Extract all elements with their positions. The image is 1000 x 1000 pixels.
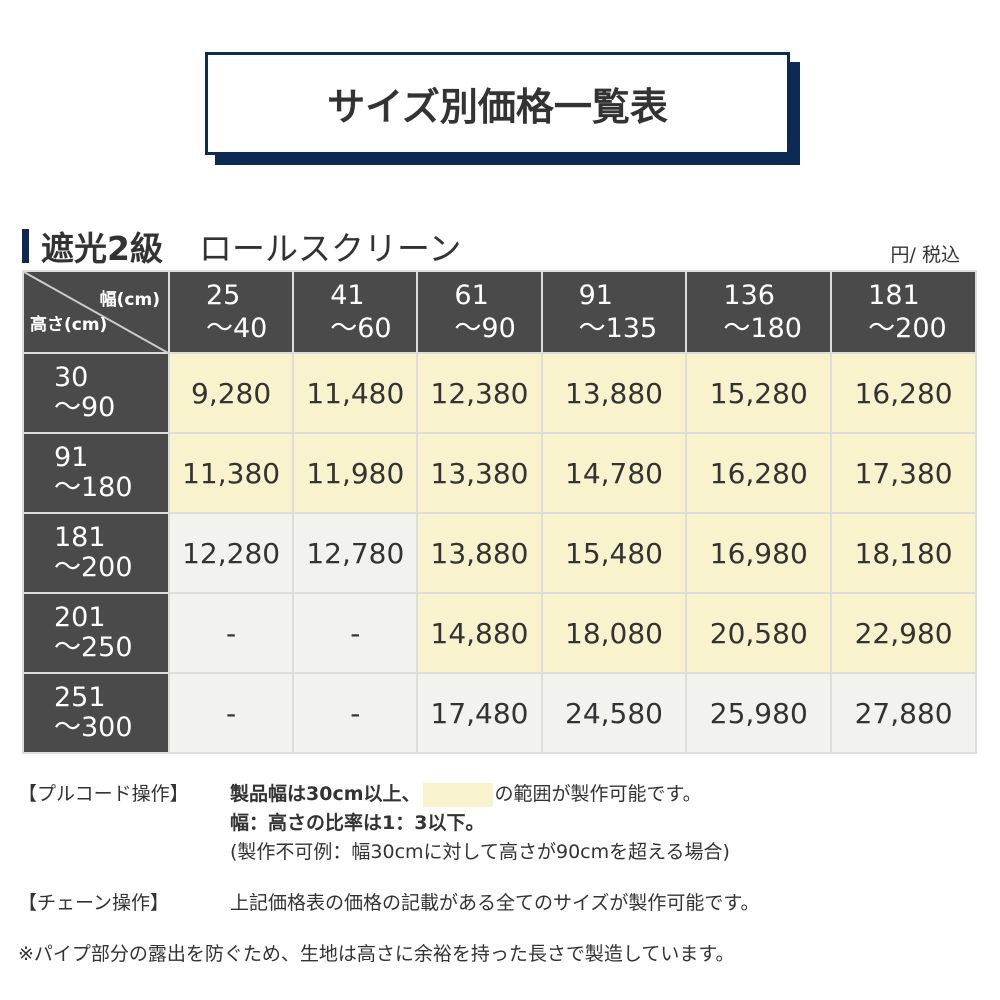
price-cell: 17,480: [416, 672, 543, 754]
price-cell: 12,780: [292, 512, 419, 594]
grade-label: 遮光2級: [41, 229, 163, 268]
height-header: 201 ～250: [22, 592, 170, 674]
width-from: 91: [578, 280, 613, 311]
pull-line-3: (製作不可例：幅30cmに対して高さが90cmを超える場合): [230, 841, 730, 863]
price-cell: 18,180: [830, 512, 977, 594]
table-row: 251 ～300- -17,480 24,580 25,980 27,880: [22, 672, 977, 754]
price-cell: 24,580: [540, 672, 688, 754]
width-from: 181: [868, 280, 920, 311]
corner-cell: 幅(cm) 高さ(cm): [22, 270, 170, 354]
pull-label: 【プルコード操作】: [18, 783, 189, 805]
height-to: ～90: [54, 392, 116, 423]
height-from: 91: [54, 442, 89, 473]
width-from: 41: [330, 280, 365, 311]
price-cell: 16,280: [685, 432, 833, 514]
height-to: ～250: [54, 632, 133, 663]
height-to: ～200: [54, 552, 133, 583]
height-axis-label: 高さ(cm): [30, 315, 108, 335]
height-to: ～300: [54, 712, 133, 743]
height-from: 201: [54, 602, 106, 633]
width-header: 136 ～180: [685, 270, 833, 354]
width-header: 181 ～200: [830, 270, 977, 354]
width-from: 25: [206, 280, 241, 311]
table-row: 91 ～180 11,380 11,980 13,380 14,780 16,280 17,3…: [22, 432, 977, 514]
price-cell: 9,280: [167, 352, 295, 434]
table-row: 181 ～200 12,280 12,780 13,880 15,480 16,980 18,…: [22, 512, 977, 594]
price-table: 幅(cm) 高さ(cm) 25 ～40 41 ～60 61 ～90 91 ～135 136 ～18…: [22, 270, 977, 754]
price-cell: -: [167, 592, 295, 674]
footnote: ※パイプ部分の露出を防ぐため、生地は高さに余裕を持った長さで製造しています。: [18, 943, 735, 965]
price-cell: 12,280: [167, 512, 295, 594]
price-cell: -: [292, 592, 419, 674]
width-axis-label: 幅(cm): [99, 290, 160, 310]
height-header: 30 ～90: [22, 352, 170, 434]
height-header: 251 ～300: [22, 672, 170, 754]
notes: 【プルコード操作】 製品幅は30cm以上、 の範囲が製作可能です。 幅：高さの比率…: [18, 780, 760, 969]
table-row: 201 ～250- -14,880 18,080 20,580 22,980: [22, 592, 977, 674]
price-cell: 12,380: [416, 352, 543, 434]
width-from: 61: [454, 280, 489, 311]
pull-line-2: 幅：高さの比率は1：3以下。: [230, 812, 485, 834]
yellow-swatch: [422, 782, 493, 807]
product-label: ロールスクリーン: [198, 229, 462, 268]
price-cell: 17,380: [830, 432, 977, 514]
price-cell: 11,980: [292, 432, 419, 514]
height-from: 251: [54, 682, 106, 713]
chain-label: 【チェーン操作】: [18, 892, 170, 914]
section-title: 遮光2級 ロールスクリーン: [22, 226, 461, 268]
price-cell: 13,880: [540, 352, 688, 434]
width-to: ～90: [454, 313, 516, 344]
width-header: 61 ～90: [416, 270, 543, 354]
height-to: ～180: [54, 472, 133, 503]
price-cell: 25,980: [685, 672, 833, 754]
pull-line-1a: 製品幅は30cm以上、: [230, 783, 421, 805]
price-cell: 11,380: [167, 432, 295, 514]
height-header: 181 ～200: [22, 512, 170, 594]
table-row: 30 ～90 9,280 11,480 12,380 13,880 15,280 16,280: [22, 352, 977, 434]
price-cell: 15,280: [685, 352, 833, 434]
width-header: 41 ～60: [292, 270, 419, 354]
price-cell: 18,080: [540, 592, 688, 674]
width-to: ～135: [578, 313, 658, 344]
price-cell: 14,880: [416, 592, 543, 674]
width-to: ～200: [868, 313, 947, 344]
price-cell: 14,780: [540, 432, 688, 514]
price-cell: -: [292, 672, 419, 754]
width-header: 91 ～135: [540, 270, 688, 354]
price-cell: 13,380: [416, 432, 543, 514]
width-from: 136: [723, 280, 775, 311]
unit-label: 円/ 税込: [890, 244, 960, 266]
price-cell: 16,980: [685, 512, 833, 594]
width-to: ～40: [206, 313, 268, 344]
chain-text: 上記価格表の価格の記載がある全てのサイズが製作可能です。: [230, 892, 760, 914]
price-cell: 15,480: [540, 512, 688, 594]
height-from: 181: [54, 522, 106, 553]
price-cell: 16,280: [830, 352, 977, 434]
pull-line-1b: の範囲が製作可能です。: [494, 783, 702, 805]
price-cell: -: [167, 672, 295, 754]
height-header: 91 ～180: [22, 432, 170, 514]
price-cell: 22,980: [830, 592, 977, 674]
width-to: ～180: [723, 313, 802, 344]
price-cell: 13,880: [416, 512, 543, 594]
width-to: ～60: [330, 313, 392, 344]
diagonal-line: [24, 272, 170, 354]
price-cell: 20,580: [685, 592, 833, 674]
header-row: 幅(cm) 高さ(cm) 25 ～40 41 ～60 61 ～90 91 ～135 136 ～18…: [22, 270, 977, 354]
price-cell: 27,880: [830, 672, 977, 754]
section-bar: [22, 229, 29, 263]
width-header: 25 ～40: [167, 270, 295, 354]
page-title: サイズ別価格一覧表: [205, 52, 790, 155]
price-cell: 11,480: [292, 352, 419, 434]
height-from: 30: [54, 362, 89, 393]
